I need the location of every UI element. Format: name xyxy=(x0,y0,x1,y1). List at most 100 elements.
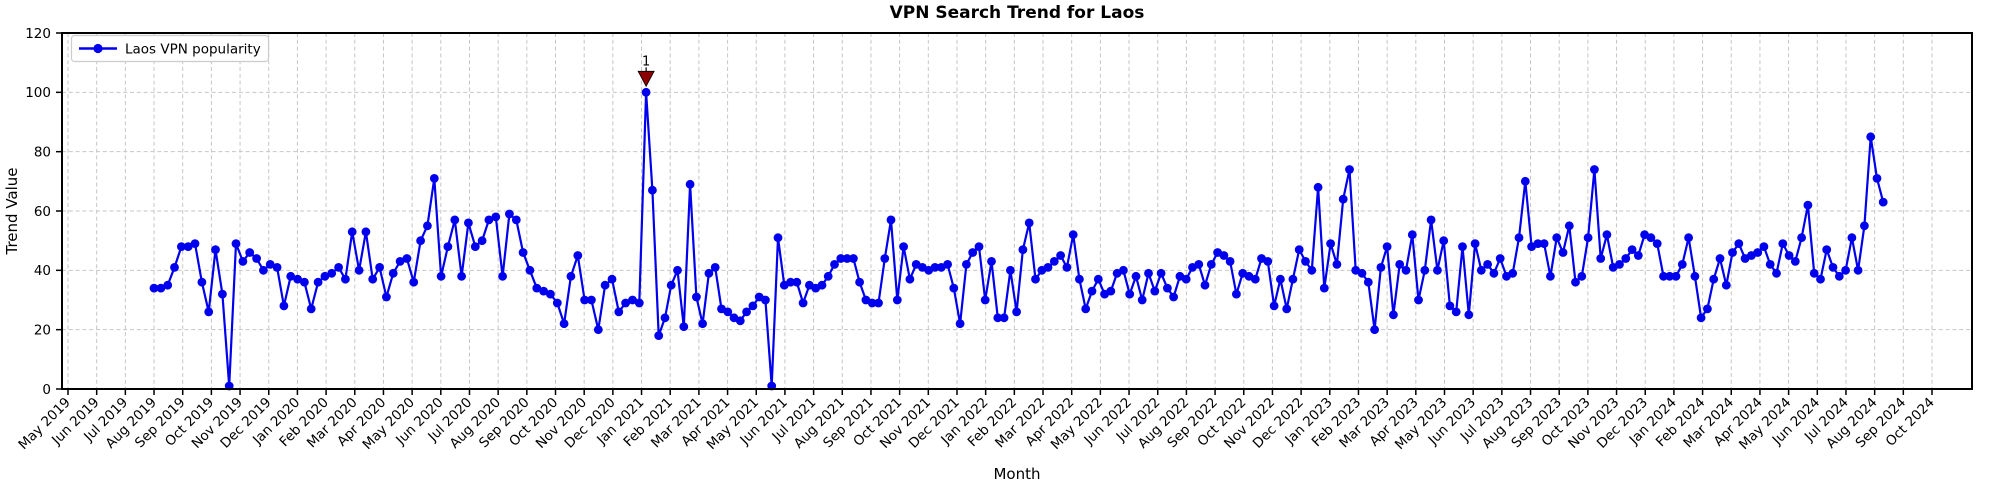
data-point-marker xyxy=(1703,304,1712,314)
data-point-marker xyxy=(660,313,670,323)
data-point-marker xyxy=(842,254,852,263)
data-point-marker xyxy=(905,274,915,284)
data-point-marker xyxy=(347,227,357,237)
data-point-marker xyxy=(1093,274,1103,284)
data-point-marker xyxy=(259,265,268,275)
data-point-marker xyxy=(395,257,405,266)
data-point-marker xyxy=(1163,283,1172,293)
data-point-marker xyxy=(685,179,695,189)
data-point-marker xyxy=(634,298,644,308)
data-point-marker xyxy=(628,295,637,305)
data-point-marker xyxy=(1288,274,1298,284)
data-point-marker xyxy=(614,307,624,317)
data-point-marker xyxy=(621,298,630,308)
data-point-marker xyxy=(286,271,296,281)
data-point-marker xyxy=(1445,301,1455,311)
data-point-marker xyxy=(573,251,583,260)
data-point-marker xyxy=(265,260,275,269)
data-point-marker xyxy=(1803,200,1813,210)
data-point-marker xyxy=(1225,257,1235,266)
data-point-marker xyxy=(735,316,745,326)
data-point-marker xyxy=(999,313,1009,323)
data-point-marker xyxy=(1470,239,1480,249)
data-point-marker xyxy=(892,295,902,305)
data-point-marker xyxy=(1363,277,1373,287)
data-point-marker xyxy=(402,254,412,263)
data-point-marker xyxy=(1332,260,1342,269)
data-point-marker xyxy=(1828,263,1838,272)
data-point-marker xyxy=(773,233,783,243)
data-point-marker xyxy=(1665,271,1675,281)
data-point-marker xyxy=(1797,233,1806,243)
data-point-marker xyxy=(1596,254,1606,263)
data-point-marker xyxy=(552,298,562,308)
data-point-marker xyxy=(1778,239,1788,249)
data-point-marker xyxy=(1150,286,1160,296)
data-point-marker xyxy=(252,254,261,263)
data-point-marker xyxy=(491,212,501,222)
data-point-marker xyxy=(279,301,289,311)
data-point-marker xyxy=(183,242,193,252)
data-point-marker xyxy=(1276,274,1285,284)
data-point-marker xyxy=(1119,265,1128,275)
data-point-marker xyxy=(980,295,990,305)
data-point-marker xyxy=(993,313,1003,323)
data-point-marker xyxy=(580,295,589,305)
data-point-marker xyxy=(1464,310,1474,320)
data-point-marker xyxy=(409,277,419,287)
data-point-marker xyxy=(1533,239,1543,249)
data-point-marker xyxy=(1571,277,1580,287)
data-point-marker xyxy=(867,298,877,308)
data-point-marker xyxy=(1677,260,1687,269)
data-point-marker xyxy=(382,292,391,302)
data-point-marker xyxy=(1250,274,1260,284)
data-point-marker xyxy=(1294,245,1304,255)
data-point-marker xyxy=(416,236,425,246)
data-point-marker xyxy=(955,319,965,329)
y-tick-label: 80 xyxy=(34,144,51,160)
data-point-marker xyxy=(470,242,480,252)
data-point-marker xyxy=(1049,257,1059,266)
data-point-marker xyxy=(1043,263,1053,272)
data-point-marker xyxy=(1081,304,1091,314)
data-point-marker xyxy=(231,239,241,249)
annotation-label: 1 xyxy=(642,54,650,69)
data-point-marker xyxy=(1809,268,1819,278)
data-point-marker xyxy=(1426,215,1436,225)
data-point-marker xyxy=(1407,230,1417,240)
data-point-marker xyxy=(436,271,446,281)
data-point-marker xyxy=(1024,218,1034,228)
data-point-marker xyxy=(1194,260,1204,269)
data-point-marker xyxy=(354,265,364,275)
data-point-marker xyxy=(1056,251,1065,260)
data-point-marker xyxy=(272,263,282,272)
data-point-marker xyxy=(1018,245,1028,255)
chart-title: VPN Search Trend for Laos xyxy=(890,3,1145,23)
data-point-marker xyxy=(341,274,350,284)
data-point-marker xyxy=(593,325,603,335)
data-point-marker xyxy=(300,277,309,287)
data-point-marker xyxy=(692,292,701,302)
data-point-marker xyxy=(1144,268,1153,278)
data-point-marker xyxy=(855,277,864,287)
data-point-marker xyxy=(1633,251,1643,260)
data-point-marker xyxy=(1816,274,1825,284)
data-point-marker xyxy=(1583,233,1593,243)
data-point-marker xyxy=(477,236,487,246)
data-point-marker xyxy=(532,283,542,293)
data-point-marker xyxy=(429,174,439,183)
data-point-marker xyxy=(1232,289,1241,299)
data-point-marker xyxy=(648,185,657,195)
data-point-marker xyxy=(704,268,714,278)
data-point-marker xyxy=(1684,233,1693,243)
data-point-marker xyxy=(177,242,186,252)
data-point-marker xyxy=(1696,313,1706,323)
data-point-marker xyxy=(1181,274,1191,284)
data-point-marker xyxy=(1602,230,1612,240)
x-axis-label: Month xyxy=(993,465,1040,483)
trend-series xyxy=(149,87,1888,391)
data-point-marker xyxy=(443,242,453,252)
data-point-marker xyxy=(641,87,651,97)
data-point-marker xyxy=(1382,242,1392,252)
